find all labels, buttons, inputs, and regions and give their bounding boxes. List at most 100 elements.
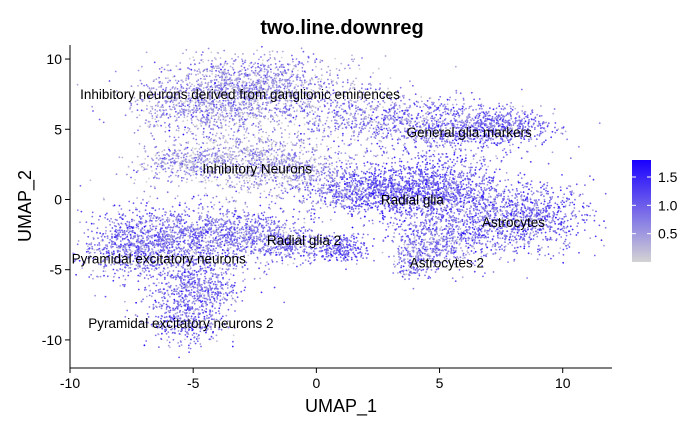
cell-point [365, 117, 367, 120]
cell-point [188, 81, 191, 84]
cell-point [185, 109, 188, 112]
cell-point [234, 53, 237, 56]
cell-point [493, 121, 495, 123]
cell-point [257, 132, 260, 134]
cell-point [217, 126, 220, 129]
cell-point [288, 120, 291, 123]
cell-point [191, 116, 194, 118]
cell-point [173, 139, 176, 142]
cell-point [206, 122, 209, 125]
cell-point [283, 154, 286, 157]
cell-point [244, 69, 247, 71]
cell-point [367, 83, 370, 85]
cell-point [210, 103, 213, 105]
cell-point [271, 84, 274, 87]
cell-point [221, 102, 224, 105]
cell-point [195, 73, 197, 76]
cell-point [267, 151, 270, 154]
cell-point [300, 47, 303, 50]
cell-point [302, 75, 305, 78]
cell-point [474, 140, 477, 143]
chart-title: two.line.downreg [260, 17, 423, 39]
cell-point [306, 115, 309, 117]
cell-point [224, 72, 227, 75]
cell-point [326, 145, 328, 148]
cell-point [292, 60, 294, 63]
cell-point [194, 104, 197, 107]
cell-point [227, 69, 230, 72]
cell-point [305, 151, 308, 153]
cell-point [196, 80, 198, 83]
cell-point [238, 119, 241, 122]
cell-point [345, 126, 348, 128]
cell-point [387, 111, 390, 114]
cell-point [369, 127, 371, 129]
cell-point [273, 82, 275, 85]
cell-point [225, 80, 228, 82]
cell-point [206, 157, 209, 160]
cell-point [283, 66, 285, 69]
cell-point [227, 134, 230, 136]
cell-point [206, 107, 209, 109]
cell-point [165, 163, 167, 166]
cell-point [151, 115, 154, 117]
cell-point [295, 177, 298, 180]
cell-point [337, 95, 340, 98]
cell-point [246, 179, 248, 182]
cell-point [307, 184, 310, 187]
cell-point [320, 91, 323, 93]
cell-point [329, 94, 332, 96]
cell-point [350, 138, 352, 141]
cell-point [214, 152, 217, 155]
cell-point [440, 115, 443, 118]
cell-point [252, 157, 255, 160]
cell-point [278, 66, 281, 69]
cell-point [479, 141, 481, 144]
cell-point [237, 77, 240, 79]
cell-point [221, 187, 224, 190]
cell-point [300, 79, 303, 82]
cell-point [447, 113, 450, 116]
cell-point [243, 97, 245, 99]
cell-point [293, 123, 296, 126]
cell-point [224, 108, 227, 110]
cell-point [299, 147, 301, 149]
cell-point [226, 63, 228, 66]
cell-point [369, 120, 372, 123]
cell-point [222, 155, 224, 157]
cell-point [514, 107, 517, 110]
cell-point [296, 74, 298, 77]
cell-point [185, 77, 188, 80]
cell-point [281, 122, 283, 124]
cell-point [163, 149, 166, 152]
cell-point [439, 117, 442, 120]
cell-point [248, 152, 251, 155]
cell-point [245, 136, 248, 139]
cell-point [384, 123, 387, 126]
cell-point [403, 136, 406, 139]
cell-point [311, 69, 314, 71]
cell-point [399, 116, 401, 119]
cell-point [241, 84, 244, 87]
cell-point [182, 104, 185, 107]
cell-point [157, 163, 160, 166]
cell-point [205, 105, 208, 108]
cell-point [150, 112, 153, 115]
cell-point [196, 150, 199, 153]
cell-point [417, 152, 420, 154]
cell-point [228, 73, 231, 76]
cell-point [298, 183, 301, 186]
cell-point [518, 119, 521, 122]
cell-point [293, 92, 296, 94]
cell-point [202, 115, 205, 118]
cell-point [190, 119, 193, 122]
cell-point [437, 118, 440, 121]
cell-point [127, 165, 130, 168]
cell-point [399, 131, 402, 134]
cell-point [357, 113, 359, 115]
cell-point [229, 184, 231, 187]
cell-point [215, 69, 218, 72]
cell-point [327, 165, 330, 168]
cell-point [241, 60, 244, 63]
cell-point [205, 74, 207, 77]
